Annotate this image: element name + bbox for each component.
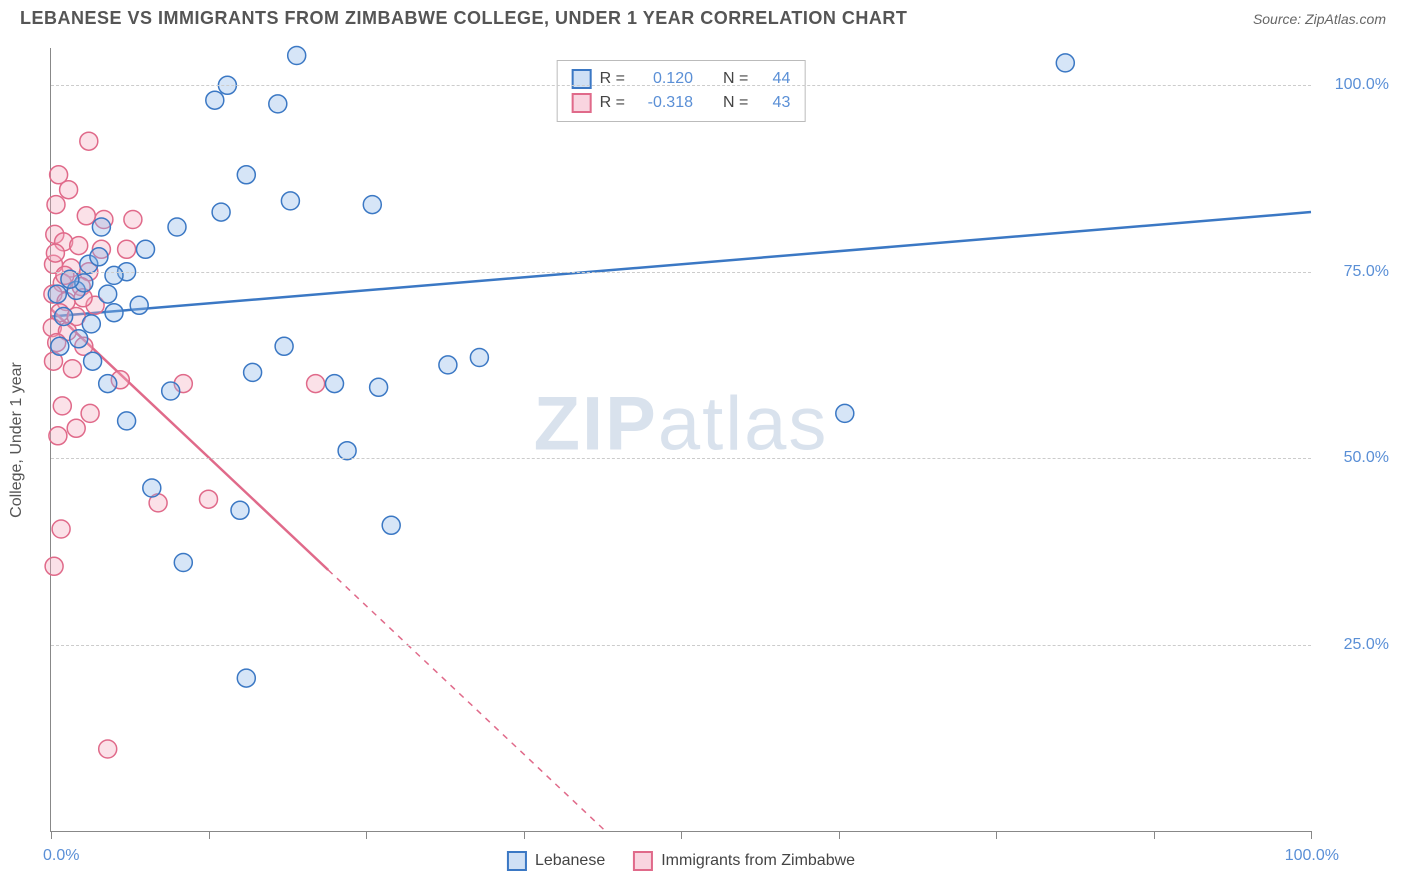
data-point: [237, 669, 255, 687]
chart-container: College, Under 1 year ZIPatlas R =0.120N…: [50, 48, 1311, 832]
y-tick-label: 50.0%: [1319, 449, 1389, 467]
data-point: [206, 91, 224, 109]
data-point: [162, 382, 180, 400]
legend-item: Immigrants from Zimbabwe: [633, 851, 855, 871]
data-point: [370, 378, 388, 396]
data-point: [77, 207, 95, 225]
data-point: [47, 196, 65, 214]
y-tick-label: 25.0%: [1319, 636, 1389, 654]
data-point: [70, 330, 88, 348]
y-tick-label: 100.0%: [1319, 76, 1389, 94]
data-point: [99, 740, 117, 758]
legend-row: R = -0.318 N = 43: [572, 91, 791, 115]
data-point: [137, 240, 155, 258]
data-point: [61, 270, 79, 288]
data-point: [80, 132, 98, 150]
correlation-legend: R =0.120N =44 R = -0.318 N = 43: [557, 60, 806, 122]
plot-area: College, Under 1 year ZIPatlas R =0.120N…: [50, 48, 1311, 832]
data-point: [470, 349, 488, 367]
x-max-label: 100.0%: [1285, 847, 1339, 865]
data-point: [60, 181, 78, 199]
gridline-h: [51, 272, 1311, 273]
data-point: [51, 337, 69, 355]
data-point: [105, 266, 123, 284]
data-point: [67, 419, 85, 437]
data-point: [836, 404, 854, 422]
data-point: [143, 479, 161, 497]
legend-swatch: [572, 93, 592, 113]
y-axis-title: College, Under 1 year: [8, 362, 26, 518]
x-min-label: 0.0%: [43, 847, 79, 865]
data-point: [63, 360, 81, 378]
data-point: [326, 375, 344, 393]
data-point: [84, 352, 102, 370]
x-tick: [839, 831, 840, 839]
legend-swatch: [507, 851, 527, 871]
data-point: [90, 248, 108, 266]
x-tick: [1311, 831, 1312, 839]
data-point: [212, 203, 230, 221]
data-point: [281, 192, 299, 210]
data-point: [338, 442, 356, 460]
data-point: [174, 554, 192, 572]
data-point: [48, 285, 66, 303]
data-point: [49, 427, 67, 445]
legend-label: Immigrants from Zimbabwe: [661, 852, 855, 870]
data-point: [52, 520, 70, 538]
data-point: [275, 337, 293, 355]
data-point: [99, 375, 117, 393]
x-tick: [1154, 831, 1155, 839]
data-point: [53, 397, 71, 415]
legend-n-label: N =: [723, 94, 748, 112]
data-point: [55, 308, 73, 326]
data-point: [92, 218, 110, 236]
series-legend: Lebanese Immigrants from Zimbabwe: [507, 851, 855, 871]
x-tick: [996, 831, 997, 839]
data-point: [124, 211, 142, 229]
data-point: [70, 237, 88, 255]
chart-title: LEBANESE VS IMMIGRANTS FROM ZIMBABWE COL…: [20, 8, 907, 29]
legend-r-label: R =: [600, 94, 625, 112]
data-point: [269, 95, 287, 113]
data-point: [307, 375, 325, 393]
legend-r-value: -0.318: [633, 94, 693, 112]
legend-item: Lebanese: [507, 851, 605, 871]
data-point: [118, 240, 136, 258]
gridline-h: [51, 458, 1311, 459]
y-tick-label: 75.0%: [1319, 263, 1389, 281]
x-tick: [209, 831, 210, 839]
data-point: [168, 218, 186, 236]
x-tick: [51, 831, 52, 839]
data-point: [288, 47, 306, 65]
data-point: [363, 196, 381, 214]
data-point: [45, 557, 63, 575]
x-tick: [681, 831, 682, 839]
legend-swatch: [633, 851, 653, 871]
data-point: [231, 501, 249, 519]
data-point: [237, 166, 255, 184]
data-point: [99, 285, 117, 303]
data-point: [46, 244, 64, 262]
x-tick: [524, 831, 525, 839]
gridline-h: [51, 645, 1311, 646]
gridline-h: [51, 85, 1311, 86]
data-point: [118, 412, 136, 430]
data-point: [1056, 54, 1074, 72]
chart-source: Source: ZipAtlas.com: [1253, 11, 1386, 27]
legend-row: R =0.120N =44: [572, 67, 791, 91]
data-point: [244, 363, 262, 381]
data-point: [130, 296, 148, 314]
data-point: [200, 490, 218, 508]
scatter-points: [51, 48, 1311, 831]
data-point: [82, 315, 100, 333]
legend-n-value: 43: [756, 94, 790, 112]
data-point: [439, 356, 457, 374]
data-point: [105, 304, 123, 322]
data-point: [382, 516, 400, 534]
x-tick: [366, 831, 367, 839]
data-point: [81, 404, 99, 422]
legend-label: Lebanese: [535, 852, 605, 870]
chart-header: LEBANESE VS IMMIGRANTS FROM ZIMBABWE COL…: [0, 0, 1406, 35]
